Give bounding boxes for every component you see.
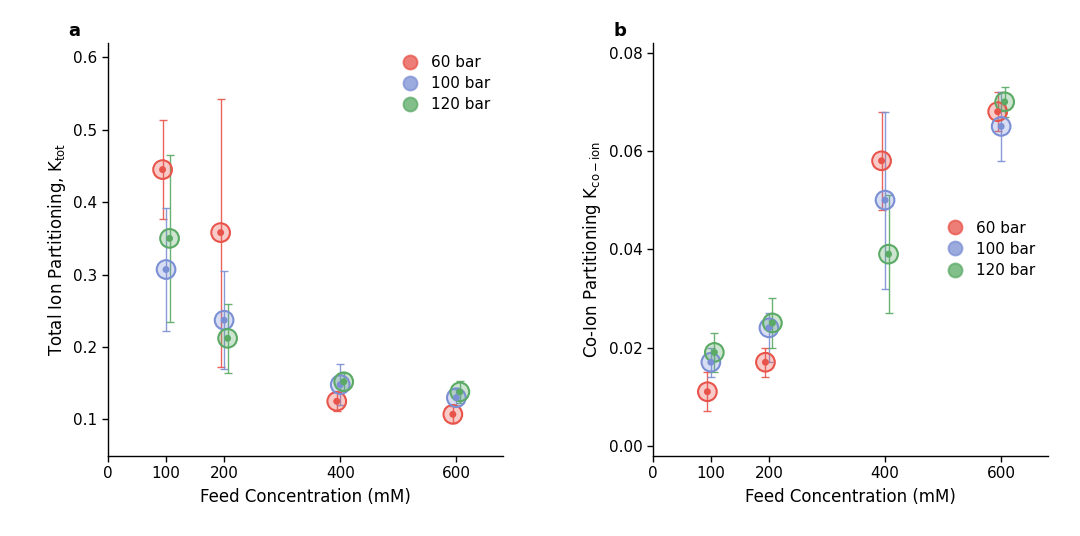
Point — [451, 388, 469, 396]
Point — [989, 107, 1007, 116]
Point — [332, 381, 349, 389]
Point — [154, 165, 172, 174]
Point — [332, 381, 349, 389]
Point — [873, 157, 890, 165]
Point — [702, 358, 719, 367]
X-axis label: Feed Concentration (mM): Feed Concentration (mM) — [745, 488, 956, 506]
Point — [158, 265, 175, 274]
Point — [328, 397, 346, 406]
Point — [880, 250, 897, 258]
Point — [996, 98, 1013, 106]
Point — [451, 388, 469, 396]
Point — [158, 265, 175, 274]
Point — [219, 334, 237, 343]
Point — [876, 196, 893, 204]
Point — [764, 318, 781, 327]
Point — [216, 316, 233, 324]
Point — [996, 98, 1013, 106]
Point — [880, 250, 897, 258]
Point — [757, 358, 774, 367]
Point — [154, 165, 172, 174]
Y-axis label: Co-Ion Partitioning K$_\mathrm{co-ion}$: Co-Ion Partitioning K$_\mathrm{co-ion}$ — [581, 140, 603, 358]
Point — [335, 377, 352, 386]
Point — [448, 393, 465, 402]
Point — [699, 388, 716, 396]
Point — [444, 410, 461, 419]
Point — [161, 234, 178, 243]
Point — [705, 348, 723, 357]
Point — [328, 397, 346, 406]
Point — [993, 122, 1010, 131]
Point — [989, 107, 1007, 116]
Legend: 60 bar, 100 bar, 120 bar: 60 bar, 100 bar, 120 bar — [935, 216, 1040, 282]
Point — [216, 316, 233, 324]
Point — [451, 388, 469, 396]
Text: a: a — [68, 22, 81, 40]
Point — [699, 388, 716, 396]
Point — [444, 410, 461, 419]
Point — [158, 265, 175, 274]
Point — [989, 107, 1007, 116]
Point — [216, 316, 233, 324]
Point — [705, 348, 723, 357]
Point — [760, 324, 778, 332]
Point — [699, 388, 716, 396]
Point — [448, 393, 465, 402]
Point — [448, 393, 465, 402]
Point — [328, 397, 346, 406]
Point — [993, 122, 1010, 131]
Point — [757, 358, 774, 367]
Point — [332, 381, 349, 389]
Legend: 60 bar, 100 bar, 120 bar: 60 bar, 100 bar, 120 bar — [390, 50, 495, 117]
Point — [993, 122, 1010, 131]
Point — [212, 228, 229, 237]
Point — [760, 324, 778, 332]
Point — [764, 318, 781, 327]
Point — [154, 165, 172, 174]
Point — [876, 196, 893, 204]
Point — [705, 348, 723, 357]
Point — [212, 228, 229, 237]
Point — [880, 250, 897, 258]
Point — [219, 334, 237, 343]
Point — [873, 157, 890, 165]
Point — [757, 358, 774, 367]
Point — [764, 318, 781, 327]
Point — [212, 228, 229, 237]
Point — [702, 358, 719, 367]
Point — [444, 410, 461, 419]
Text: b: b — [613, 22, 626, 40]
Point — [873, 157, 890, 165]
Point — [996, 98, 1013, 106]
Point — [161, 234, 178, 243]
Point — [702, 358, 719, 367]
Point — [335, 377, 352, 386]
Point — [219, 334, 237, 343]
Point — [335, 377, 352, 386]
X-axis label: Feed Concentration (mM): Feed Concentration (mM) — [200, 488, 410, 506]
Y-axis label: Total Ion Partitioning, K$_\mathrm{tot}$: Total Ion Partitioning, K$_\mathrm{tot}$ — [45, 143, 68, 356]
Point — [876, 196, 893, 204]
Point — [760, 324, 778, 332]
Point — [161, 234, 178, 243]
